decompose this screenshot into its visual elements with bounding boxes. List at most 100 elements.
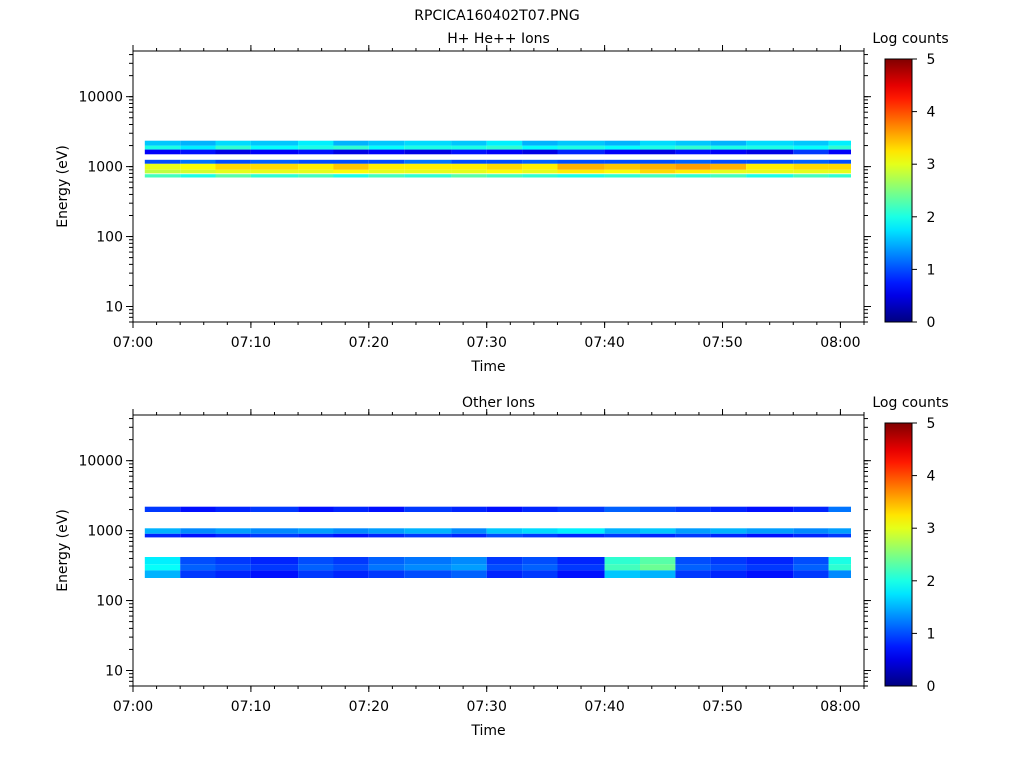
heatmap-cell — [451, 169, 487, 174]
x-tick-label: 07:30 — [467, 699, 507, 715]
heatmap-cell — [451, 163, 487, 170]
heatmap-cell — [486, 174, 523, 178]
heatmap-cell — [793, 145, 829, 150]
heatmap-cell — [640, 145, 676, 150]
heatmap-cell — [675, 557, 711, 565]
heatmap-cell — [451, 506, 487, 512]
heatmap-cell — [710, 570, 747, 578]
heatmap-cell — [404, 564, 452, 571]
heatmap-cell — [486, 557, 523, 565]
heatmap-cell — [604, 174, 640, 178]
heatmap-cell — [640, 163, 676, 170]
heatmap-cell — [368, 145, 405, 150]
heatmap-cell — [604, 163, 640, 170]
heatmap-cell — [675, 169, 711, 174]
heatmap-cell — [557, 174, 605, 178]
heatmap-cell — [710, 557, 747, 565]
heatmap-cell — [522, 557, 558, 565]
heatmap-cell — [675, 174, 711, 178]
heatmap-cell — [675, 149, 711, 155]
heatmap-cell — [746, 169, 794, 174]
heatmap-cell — [793, 564, 829, 571]
x-tick-label: 07:40 — [584, 699, 624, 715]
heatmap-cell — [522, 159, 558, 164]
heatmap-cell — [746, 528, 794, 534]
heatmap-cell — [250, 174, 299, 178]
y-tick-label: 1000 — [87, 524, 123, 540]
heatmap-cell — [144, 159, 181, 164]
x-axis-label: Time — [470, 359, 505, 375]
colorbar-tick-label: 0 — [927, 679, 936, 695]
heatmap-cell — [298, 145, 334, 150]
heatmap-cell — [333, 570, 369, 578]
heatmap-cell — [298, 528, 334, 534]
heatmap-cell — [250, 145, 299, 150]
colorbar-tick-label: 1 — [927, 626, 936, 642]
heatmap-cell — [451, 145, 487, 150]
x-tick-label: 07:00 — [113, 335, 153, 351]
heatmap-cell — [486, 140, 523, 146]
heatmap-cell — [557, 169, 605, 174]
heatmap-cell — [675, 533, 711, 538]
heatmap-cell — [144, 163, 181, 170]
heatmap-cell — [180, 159, 216, 164]
heatmap-cell — [486, 528, 523, 534]
y-tick-label: 100 — [96, 230, 123, 246]
heatmap-cell — [404, 159, 452, 164]
y-axis-label: Energy (eV) — [55, 509, 71, 592]
heatmap-cell — [333, 159, 369, 164]
heatmap-cell — [404, 174, 452, 178]
heatmap-cell — [250, 570, 299, 578]
heatmap-cell — [451, 159, 487, 164]
heatmap-cell — [604, 506, 640, 512]
heatmap-cell — [451, 570, 487, 578]
heatmap-cell — [215, 174, 251, 178]
heatmap-cell — [640, 570, 676, 578]
heatmap-cell — [557, 159, 605, 164]
heatmap-cell — [522, 533, 558, 538]
heatmap-cell — [180, 506, 216, 512]
heatmap-cell — [604, 145, 640, 150]
heatmap-cell — [828, 159, 851, 164]
y-axis-label: Energy (eV) — [55, 145, 71, 228]
heatmap-cell — [746, 140, 794, 146]
heatmap-cell — [368, 557, 405, 565]
heatmap-cell — [522, 506, 558, 512]
heatmap-cell — [215, 149, 251, 155]
heatmap-cell — [451, 557, 487, 565]
panel-other-ions: Other Ions 07:00 07:10 07:20 07:30 07:40 07:50… — [55, 395, 949, 739]
heatmap-cell — [215, 159, 251, 164]
x-tick-label: 07:40 — [584, 335, 624, 351]
heatmap-cell — [604, 570, 640, 578]
heatmap-cell — [451, 174, 487, 178]
y-tick-label: 10 — [105, 663, 123, 679]
heatmap-cell — [250, 140, 299, 146]
heatmap-cell — [793, 149, 829, 155]
heatmap-cell — [522, 570, 558, 578]
heatmap-cell — [557, 557, 605, 565]
heatmap-cell — [486, 506, 523, 512]
heatmap-cell — [828, 533, 851, 538]
heatmap-cell — [250, 163, 299, 170]
heatmap-cell — [180, 163, 216, 170]
heatmap-cell — [486, 169, 523, 174]
heatmap-cell — [144, 557, 181, 565]
heatmap-cell — [640, 506, 676, 512]
heatmap-cell — [710, 145, 747, 150]
heatmap-cell — [404, 570, 452, 578]
y-tick-label: 100 — [96, 594, 123, 610]
heatmap-cell — [640, 140, 676, 146]
heatmap-cell — [451, 528, 487, 534]
heatmap-cell — [144, 528, 181, 534]
heatmap-cell — [604, 149, 640, 155]
heatmap-cell — [180, 564, 216, 571]
heatmap-cell — [215, 145, 251, 150]
heatmap-cell — [828, 145, 851, 150]
heatmap-cell — [486, 149, 523, 155]
heatmap-cell — [604, 159, 640, 164]
heatmap-cell — [298, 174, 334, 178]
heatmap-cell — [333, 528, 369, 534]
heatmap-cell — [215, 533, 251, 538]
y-tick-label: 10000 — [78, 90, 123, 106]
